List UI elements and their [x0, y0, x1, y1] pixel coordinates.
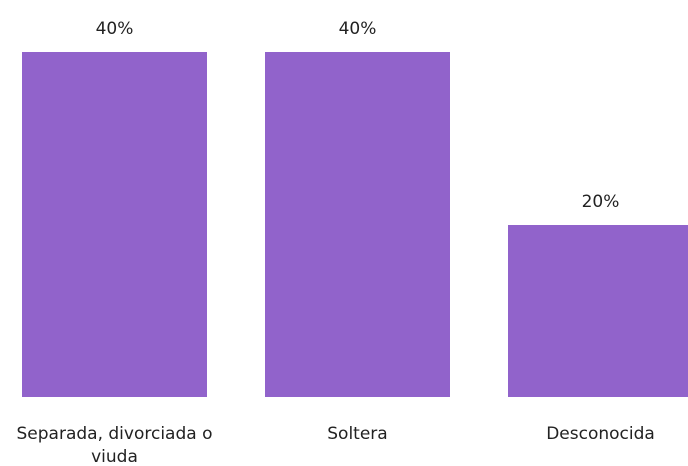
value-label: 20% [581, 191, 620, 212]
category-label: Soltera [327, 424, 388, 444]
bar [508, 224, 688, 397]
value-label: 40% [338, 19, 377, 39]
category-label: Separada, divorciada o viuda [16, 424, 213, 466]
value-label: 40% [95, 19, 134, 39]
category-label: Desconocida [546, 424, 655, 444]
bar [22, 52, 207, 397]
bar [265, 52, 450, 397]
